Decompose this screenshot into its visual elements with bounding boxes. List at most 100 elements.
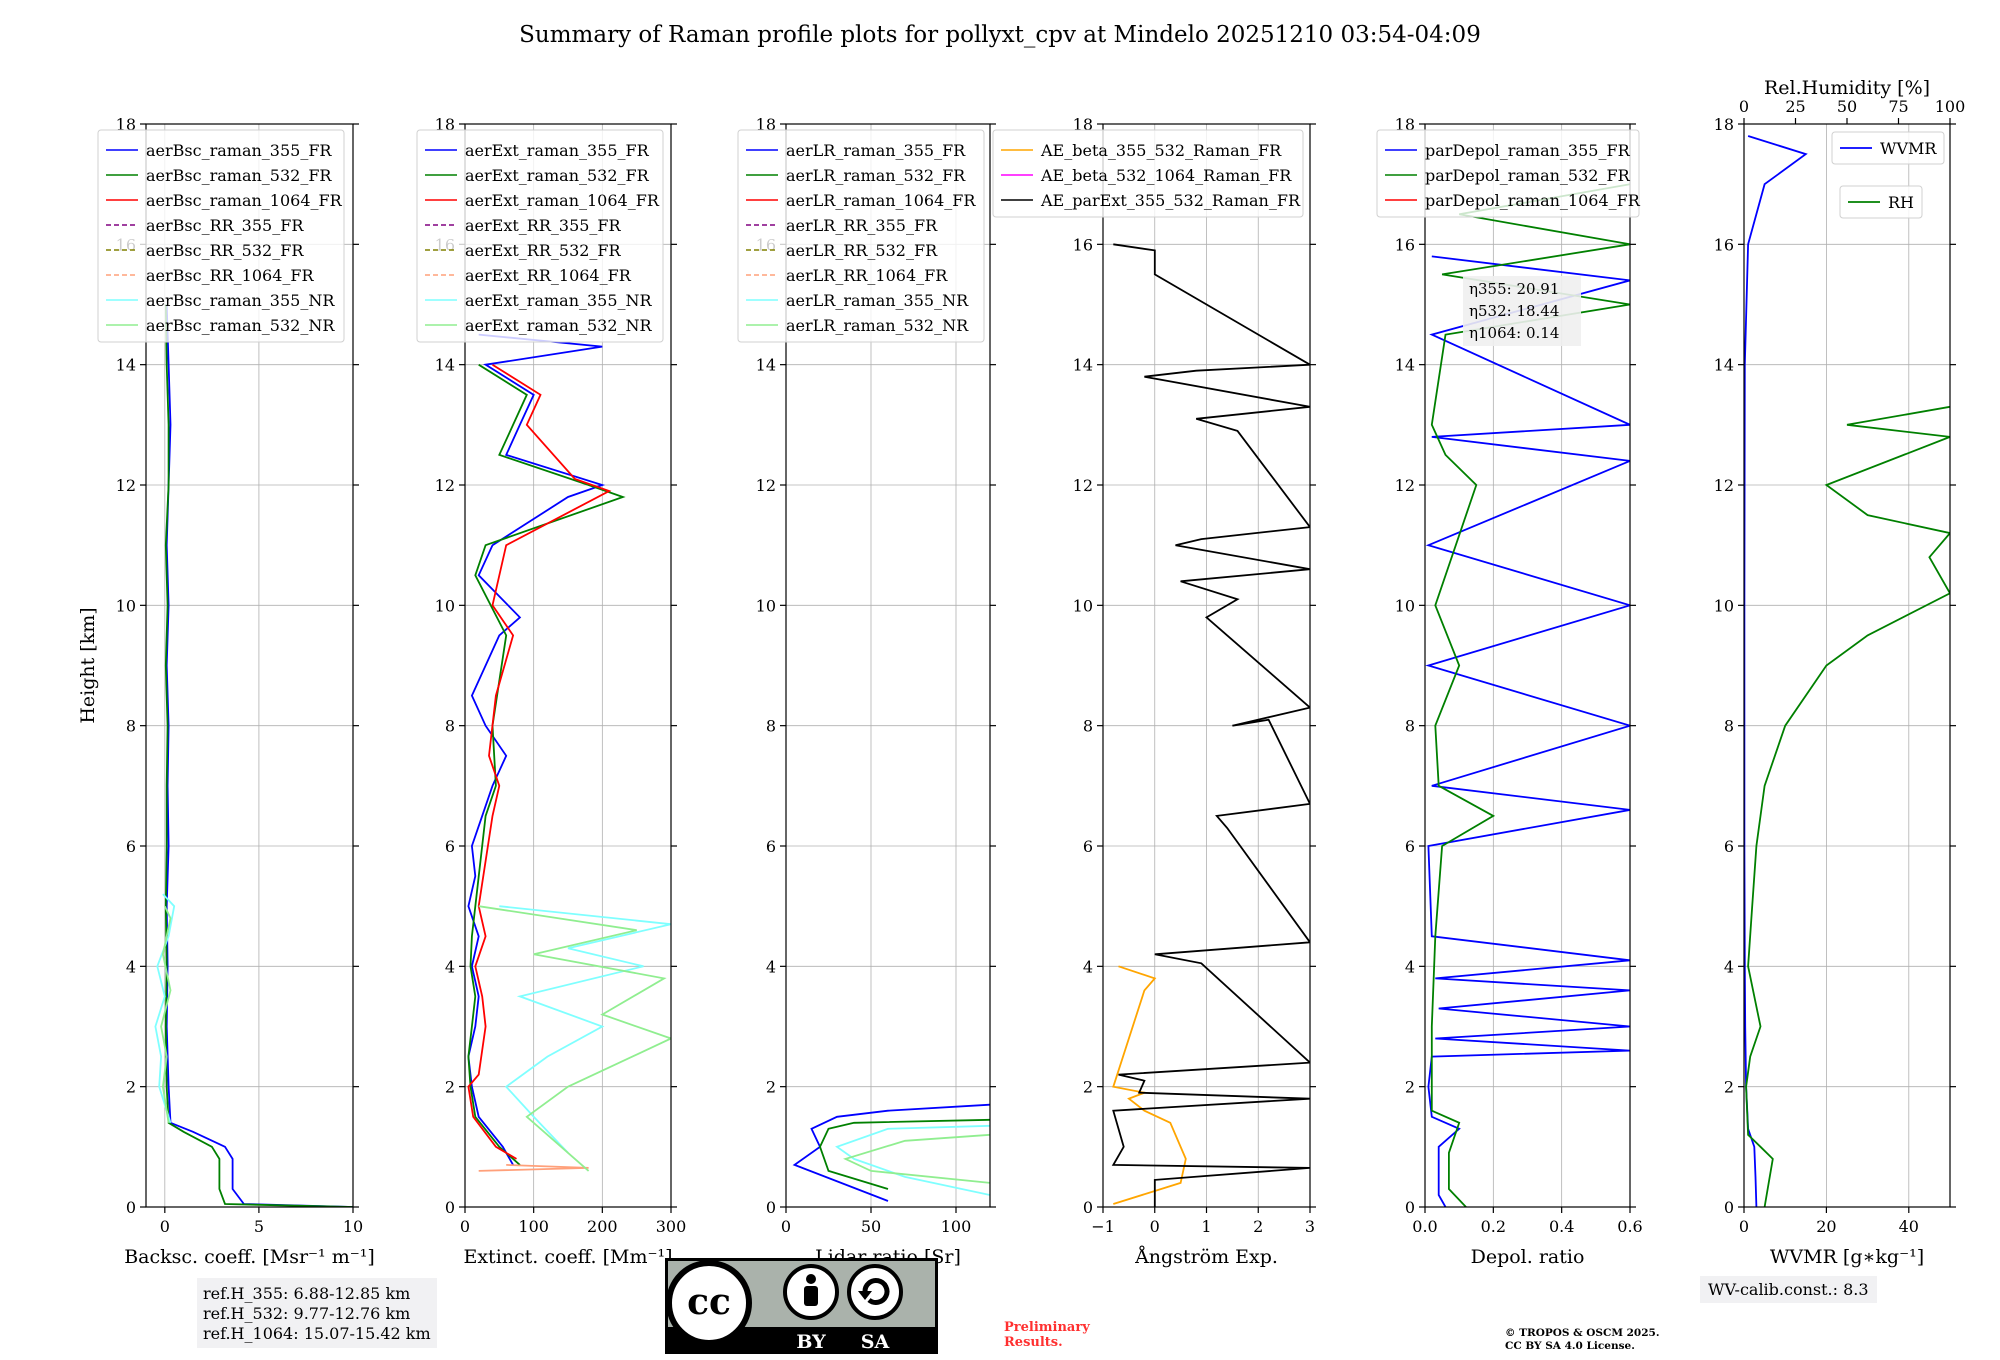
cc-logo-text: cc [687, 1281, 731, 1323]
cc-by-sa-license-badge: cc BY SA [665, 1258, 938, 1354]
y-tick-label: 18 [116, 115, 136, 134]
series-AE_beta_355_532_Raman_FR [1112, 965, 1187, 1205]
preliminary-line-1: Preliminary [1004, 1320, 1090, 1335]
x-axis-label: Ångström Exp. [1134, 1246, 1278, 1268]
axes-frame [785, 123, 991, 1208]
y-tick-label: 2 [766, 1078, 776, 1097]
y-tick-label: 6 [126, 837, 136, 856]
series-aerLR_raman_355_FR [792, 1103, 990, 1202]
y-tick-label: 6 [1083, 837, 1093, 856]
y-tick-label: 18 [1714, 115, 1734, 134]
series-aerBsc_raman_355_NR [154, 893, 176, 1124]
y-tick-label: 8 [766, 717, 776, 736]
y-tick-label: 8 [1405, 717, 1415, 736]
y-tick-label: 6 [766, 837, 776, 856]
legend-label-aerExt_raman_355_FR: aerExt_raman_355_FR [465, 141, 650, 160]
y-tick-label: 18 [1395, 115, 1415, 134]
x-tick-label: 0 [1739, 1217, 1749, 1236]
annotation-box [1463, 276, 1581, 346]
x-tick-label: 300 [656, 1217, 687, 1236]
y-tick-label: 8 [1724, 717, 1734, 736]
legend-box [1831, 131, 1945, 165]
copyright-line-2: CC BY SA 4.0 License. [1505, 1340, 1635, 1352]
cc-logo-icon [666, 1260, 752, 1346]
series-aerExt_raman_355_NR [499, 905, 671, 1154]
x-tick-label: 0.0 [1412, 1217, 1437, 1236]
y-tick-label: 14 [1073, 356, 1093, 375]
series-WVMR [1744, 135, 1808, 1207]
y-tick-label: 4 [766, 957, 776, 976]
y-tick-label: 10 [116, 596, 136, 615]
y-tick-label: 10 [756, 596, 776, 615]
series-aerBsc_raman_532_NR [160, 905, 172, 1123]
legend-label-aerLR_RR_1064_FR: aerLR_RR_1064_FR [786, 266, 948, 285]
y-tick-label: 0 [1724, 1198, 1734, 1217]
figure-title: Summary of Raman profile plots for polly… [519, 22, 1481, 48]
x-tick-label: 0.2 [1481, 1217, 1506, 1236]
legend-label-WVMR: WVMR [1880, 139, 1937, 158]
y-tick-label: 0 [1405, 1198, 1415, 1217]
series-AE_parExt_355_532_Raman_FR [1111, 243, 1310, 1207]
series-aerExt_raman_532_FR [467, 363, 626, 1166]
y-tick-label: 14 [1395, 356, 1415, 375]
x-tick-label: 50 [861, 1217, 881, 1236]
y-tick-label: 2 [445, 1078, 455, 1097]
wv-calibration-box: WV-calib.const.: 8.3 [1700, 1276, 1877, 1303]
legend-label-aerLR_raman_355_NR: aerLR_raman_355_NR [786, 291, 969, 310]
y-tick-label: 14 [756, 356, 776, 375]
axes-frame [1424, 123, 1631, 1208]
x-tick-label: 1 [1201, 1217, 1211, 1236]
legend-box [1839, 185, 1923, 219]
y-tick-label: 0 [126, 1198, 136, 1217]
x-tick-label: 100 [518, 1217, 549, 1236]
y-tick-label: 18 [1073, 115, 1093, 134]
legend-label-aerLR_RR_532_FR: aerLR_RR_532_FR [786, 241, 938, 260]
top-x-tick-label: 50 [1837, 97, 1857, 116]
top-x-tick-label: 100 [1935, 97, 1966, 116]
panel-wv: 0 2 4 6 8 10 12 14 16 18 0 20 40 WVMR [g∗kg⁻¹] 0 25 50 75… [1714, 77, 1966, 1268]
y-tick-label: 16 [1073, 235, 1093, 254]
annotation-eta: η532: 18.44 [1469, 302, 1559, 320]
y-tick-label: 2 [1405, 1078, 1415, 1097]
y-tick-label: 14 [1714, 356, 1734, 375]
legend-label-AE_beta_355_532_Raman_FR: AE_beta_355_532_Raman_FR [1040, 141, 1282, 160]
y-tick-label: 8 [1083, 717, 1093, 736]
y-tick-label: 14 [116, 356, 136, 375]
series-aerExt_raman_355_FR [467, 333, 606, 1166]
y-tick-label: 8 [445, 717, 455, 736]
series-aerBsc_raman_532_FR [164, 304, 353, 1207]
y-tick-label: 10 [1073, 596, 1093, 615]
legend-box [992, 129, 1304, 218]
panel-depol: 0 2 4 6 8 10 12 14 16 18 0.0 0.2 0.4 0.6 Depol. ratio p… [1376, 115, 1643, 1268]
top-x-tick-label: 0 [1739, 97, 1749, 116]
legend-label-aerBsc_raman_355_NR: aerBsc_raman_355_NR [146, 291, 335, 310]
legend-label-AE_beta_532_1064_Raman_FR: AE_beta_532_1064_Raman_FR [1040, 166, 1292, 185]
top-x-tick-label: 75 [1888, 97, 1908, 116]
annotation-eta: η355: 20.91 [1469, 280, 1559, 298]
panel-ext: 0246810121416180100200300Extinct. coeff.… [416, 115, 687, 1268]
legend-label-parDepol_raman_532_FR: parDepol_raman_532_FR [1425, 166, 1631, 185]
legend-box [1376, 129, 1640, 218]
y-tick-label: 2 [1724, 1078, 1734, 1097]
top-x-tick-label: 25 [1785, 97, 1805, 116]
x-tick-label: 0 [1150, 1217, 1160, 1236]
series-aerExt_RR_1064_FR [478, 1164, 589, 1172]
series-aerBsc_raman_355_FR [165, 304, 353, 1207]
y-tick-label: 12 [1073, 476, 1093, 495]
x-tick-label: 0 [460, 1217, 470, 1236]
legend-label-aerExt_raman_355_NR: aerExt_raman_355_NR [465, 291, 653, 310]
y-tick-label: 0 [766, 1198, 776, 1217]
legend-box [97, 129, 345, 343]
y-tick-label: 2 [126, 1078, 136, 1097]
legend-box [416, 129, 664, 343]
y-tick-label: 6 [445, 837, 455, 856]
x-tick-label: 40 [1899, 1217, 1919, 1236]
x-tick-label: −1 [1091, 1217, 1115, 1236]
y-tick-label: 16 [1395, 235, 1415, 254]
y-tick-label: 4 [445, 957, 455, 976]
y-tick-label: 12 [435, 476, 455, 495]
y-tick-label: 14 [435, 356, 455, 375]
y-tick-label: 18 [756, 115, 776, 134]
